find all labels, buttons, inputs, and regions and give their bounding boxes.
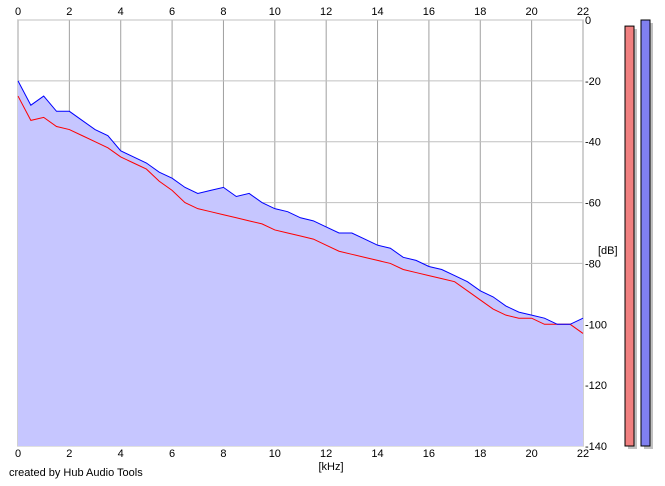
level-meter-R	[640, 19, 651, 447]
x-tick-label-bottom: 22	[577, 448, 589, 460]
x-tick-label-bottom: 18	[474, 448, 486, 460]
y-tick-label: -40	[585, 137, 601, 149]
y-tick-label: -120	[585, 380, 607, 392]
x-tick-label-bottom: 10	[269, 448, 281, 460]
spectrum-lines	[17, 80, 584, 334]
x-tick-label-top: 16	[423, 6, 435, 18]
x-axis-label: [kHz]	[318, 461, 343, 473]
level-meter-L	[624, 25, 635, 447]
y-tick-label: -100	[585, 319, 607, 331]
x-ticks-bottom: 0 2 4 6 8 10 12 14 16 18 20 22	[15, 448, 589, 460]
y-tick-label: -80	[585, 258, 601, 270]
y-tick-label: -140	[585, 441, 607, 453]
x-tick-label-top: 4	[118, 6, 124, 18]
credit-text: created by Hub Audio Tools	[9, 467, 143, 479]
x-tick-label-bottom: 0	[15, 448, 21, 460]
x-tick-label-top: 12	[320, 6, 332, 18]
x-tick-label-top: 20	[526, 6, 538, 18]
x-tick-label-top: 8	[220, 6, 226, 18]
series-line-1	[17, 80, 584, 325]
x-tick-label-bottom: 20	[526, 448, 538, 460]
level-meters	[624, 19, 653, 449]
x-tick-label-bottom: 14	[371, 448, 383, 460]
x-tick-label-bottom: 8	[220, 448, 226, 460]
x-tick-label-bottom: 16	[423, 448, 435, 460]
x-tick-label-top: 10	[269, 6, 281, 18]
series-line-0	[17, 95, 584, 334]
x-tick-label-bottom: 2	[66, 448, 72, 460]
x-tick-label-top: 14	[371, 6, 383, 18]
x-tick-label-top: 18	[474, 6, 486, 18]
x-ticks-top: 0 2 4 6 8 10 12 14 16 18 20 22	[15, 6, 589, 18]
x-tick-label-bottom: 4	[118, 448, 124, 460]
x-tick-label-top: 22	[577, 6, 589, 18]
x-tick-label-top: 2	[66, 6, 72, 18]
y-ticks: 0 -20 -40 -60 -80 -100 -120 -140	[585, 15, 607, 453]
x-tick-label-top: 6	[169, 6, 175, 18]
x-tick-label-top: 0	[15, 6, 21, 18]
y-tick-label: -20	[585, 76, 601, 88]
x-tick-label-bottom: 12	[320, 448, 332, 460]
y-tick-label: -60	[585, 198, 601, 210]
y-axis-label: [dB]	[598, 245, 618, 257]
x-tick-label-bottom: 6	[169, 448, 175, 460]
y-tick-label: 0	[585, 15, 591, 27]
